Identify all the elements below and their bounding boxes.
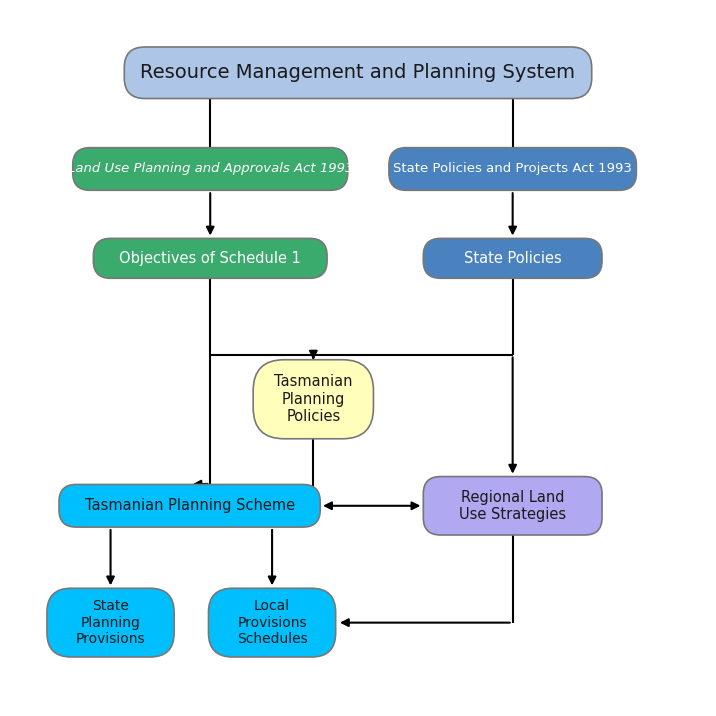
FancyBboxPatch shape (253, 359, 374, 439)
Text: Tasmanian Planning Scheme: Tasmanian Planning Scheme (84, 498, 295, 513)
Text: State Policies and Projects Act 1993: State Policies and Projects Act 1993 (393, 163, 632, 175)
FancyBboxPatch shape (389, 147, 637, 190)
Text: Local
Provisions
Schedules: Local Provisions Schedules (237, 599, 307, 646)
FancyBboxPatch shape (59, 485, 320, 527)
FancyBboxPatch shape (47, 589, 174, 657)
Text: State
Planning
Provisions: State Planning Provisions (76, 599, 145, 646)
FancyBboxPatch shape (423, 238, 602, 279)
Text: State Policies: State Policies (464, 251, 561, 266)
Text: Objectives of Schedule 1: Objectives of Schedule 1 (120, 251, 301, 266)
Text: Resource Management and Planning System: Resource Management and Planning System (140, 63, 576, 82)
Text: Tasmanian
Planning
Policies: Tasmanian Planning Policies (274, 374, 352, 424)
FancyBboxPatch shape (93, 238, 327, 279)
Text: Regional Land
Use Strategies: Regional Land Use Strategies (459, 490, 566, 522)
FancyBboxPatch shape (73, 147, 348, 190)
FancyBboxPatch shape (125, 47, 591, 99)
FancyBboxPatch shape (208, 589, 336, 657)
Text: Land Use Planning and Approvals Act 1993: Land Use Planning and Approvals Act 1993 (67, 163, 353, 175)
FancyBboxPatch shape (423, 477, 602, 535)
